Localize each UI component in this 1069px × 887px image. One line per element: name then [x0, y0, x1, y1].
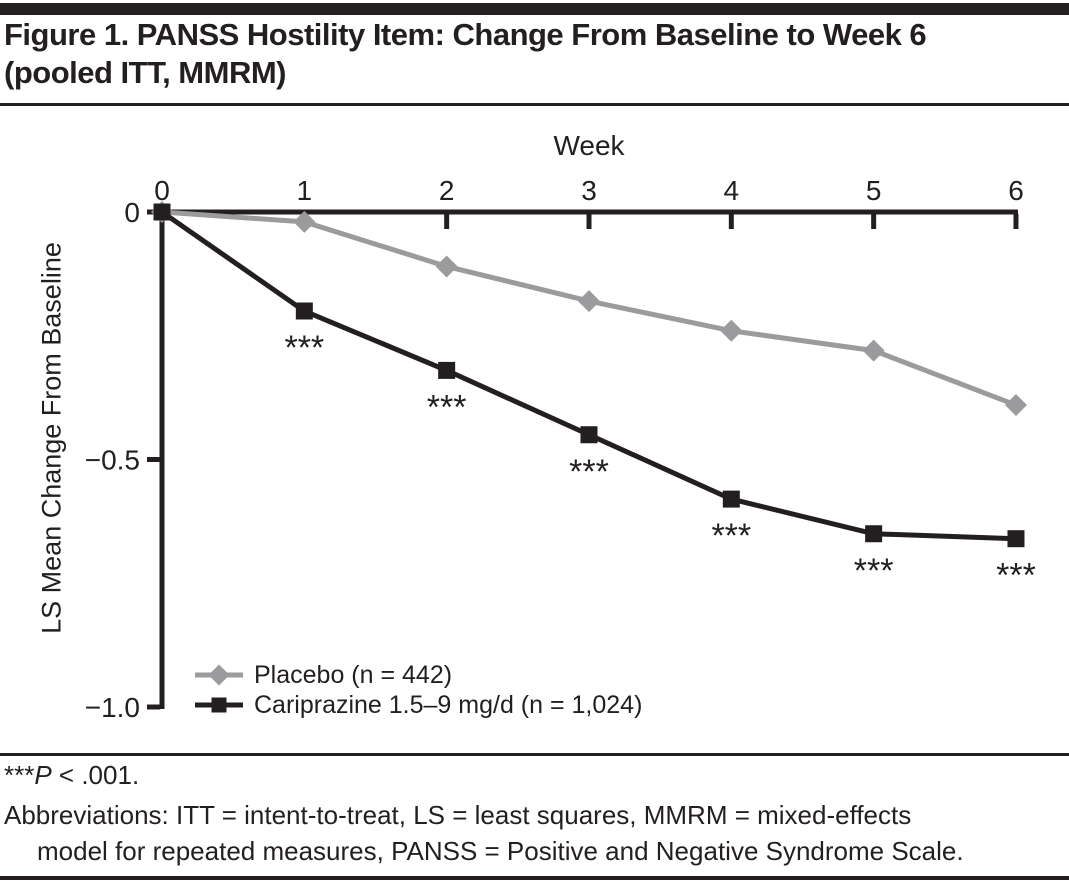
abbreviations-footnote: Abbreviations: ITT = intent-to-treat, LS…	[4, 797, 964, 869]
abbreviations-line1: Abbreviations: ITT = intent-to-treat, LS…	[4, 800, 912, 830]
svg-text:6: 6	[1008, 175, 1024, 206]
svg-text:−1.0: −1.0	[85, 692, 140, 723]
sig-stars: ***	[4, 760, 35, 790]
abbreviations-line2: model for repeated measures, PANSS = Pos…	[37, 836, 964, 866]
significance-footnote: ***P < .001.	[4, 760, 139, 791]
svg-text:***: ***	[284, 329, 324, 367]
svg-text:***: ***	[854, 552, 894, 590]
svg-text:5: 5	[866, 175, 882, 206]
bottom-rule	[0, 876, 1069, 880]
title-divider-rule	[0, 103, 1069, 106]
svg-text:***: ***	[711, 517, 751, 555]
footer-divider-rule	[0, 753, 1069, 756]
legend-label-placebo: Placebo (n = 442)	[254, 660, 453, 689]
svg-text:0: 0	[154, 175, 170, 206]
y-axis-title: LS Mean Change From Baseline	[36, 242, 67, 634]
sig-threshold: < .001.	[51, 760, 140, 790]
legend: Placebo (n = 442) Cariprazine 1.5–9 mg/d…	[195, 660, 642, 720]
svg-text:***: ***	[427, 388, 467, 426]
legend-item-cariprazine: Cariprazine 1.5–9 mg/d (n = 1,024)	[195, 690, 642, 720]
svg-text:2: 2	[439, 175, 455, 206]
svg-text:3: 3	[581, 175, 597, 206]
legend-marker	[195, 664, 243, 686]
svg-text:***: ***	[996, 557, 1036, 595]
legend-item-placebo: Placebo (n = 442)	[195, 660, 642, 690]
figure-title-line1: Figure 1. PANSS Hostility Item: Change F…	[4, 17, 927, 52]
figure-title-line2: (pooled ITT, MMRM)	[4, 55, 287, 90]
top-rule	[0, 3, 1069, 15]
sig-p-symbol: P	[34, 760, 52, 790]
legend-label-cariprazine: Cariprazine 1.5–9 mg/d (n = 1,024)	[254, 690, 643, 719]
legend-marker	[195, 697, 243, 713]
figure-title: Figure 1. PANSS Hostility Item: Change F…	[4, 16, 927, 92]
svg-text:0: 0	[124, 197, 140, 228]
svg-text:−0.5: −0.5	[85, 445, 140, 476]
svg-text:1: 1	[297, 175, 313, 206]
svg-text:***: ***	[569, 453, 609, 491]
x-axis-title: Week	[553, 130, 625, 161]
svg-text:4: 4	[724, 175, 740, 206]
